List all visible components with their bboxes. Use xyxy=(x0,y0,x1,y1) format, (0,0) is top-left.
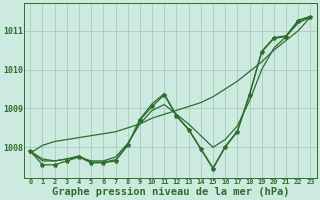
X-axis label: Graphe pression niveau de la mer (hPa): Graphe pression niveau de la mer (hPa) xyxy=(52,186,289,197)
